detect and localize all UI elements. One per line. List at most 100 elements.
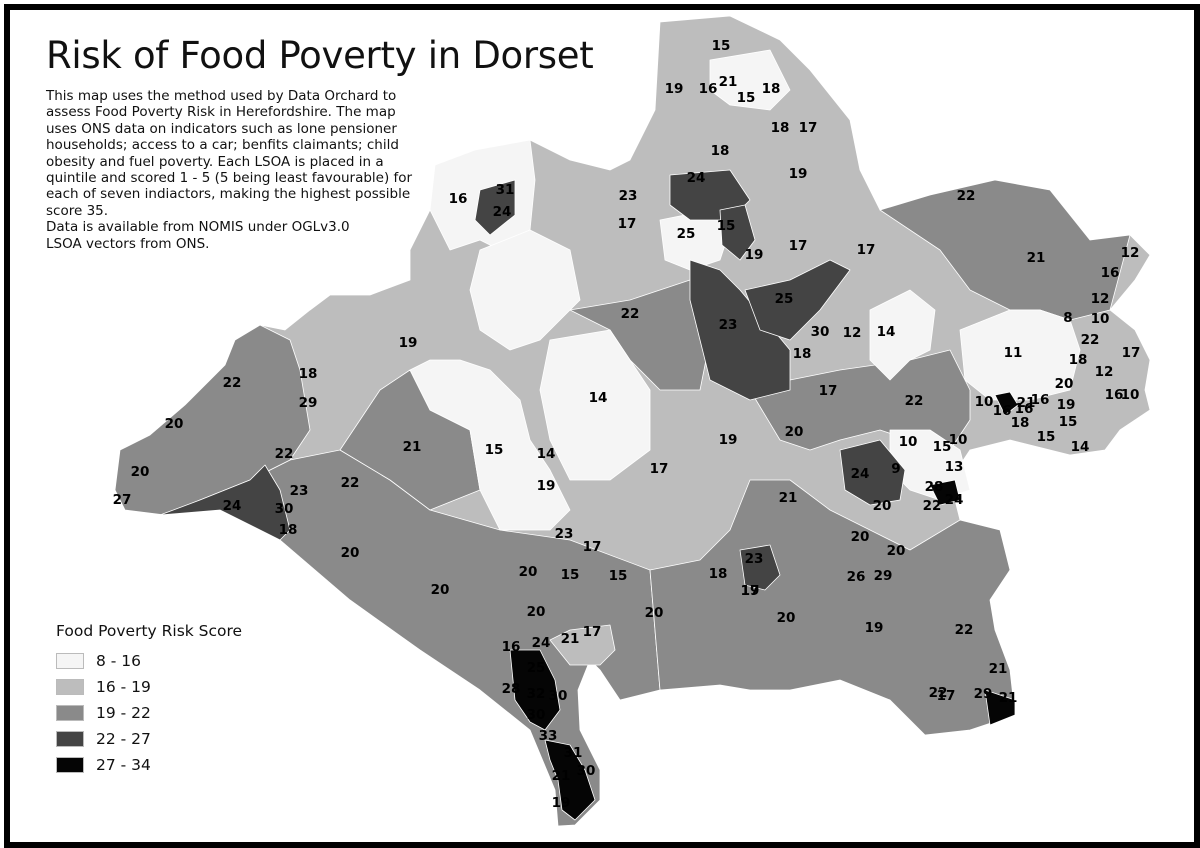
map-area-label: 16 xyxy=(502,639,521,655)
map-area-label: 28 xyxy=(502,681,521,697)
map-area-label: 20 xyxy=(431,582,450,598)
map-area-label: 16 xyxy=(1101,265,1120,281)
map-area-label: 26 xyxy=(847,569,866,585)
map-area-label: 23 xyxy=(745,551,764,567)
legend-swatch xyxy=(56,679,84,695)
map-area-label: 31 xyxy=(496,182,515,198)
map-area-label: 18 xyxy=(1011,415,1030,431)
map-area-label: 21 xyxy=(989,661,1008,677)
map-area-label: 31 xyxy=(564,745,583,761)
map-area-label: 20 xyxy=(519,564,538,580)
map-area-label: 19 xyxy=(789,166,808,182)
map-area-label: 14 xyxy=(877,324,896,340)
map-area-label: 16 xyxy=(1031,392,1050,408)
map-area-label: 29 xyxy=(974,686,993,702)
description-line: quintile and scored 1 - 5 (5 being least… xyxy=(46,170,413,187)
map-area-label: 21 xyxy=(999,690,1018,706)
map-area-label: 20 xyxy=(341,545,360,561)
map-area-label: 20 xyxy=(851,529,870,545)
legend-item: 19 - 22 xyxy=(56,700,242,726)
map-area-label: 23 xyxy=(719,317,738,333)
legend-label: 27 - 34 xyxy=(96,756,151,774)
map-area-label: 12 xyxy=(843,325,862,341)
map-area-label: 19 xyxy=(741,583,760,599)
map-area-label: 24 xyxy=(493,204,512,220)
map-area-label: 27 xyxy=(113,492,132,508)
map-base xyxy=(114,15,1151,827)
description-line: assess Food Poverty Risk in Herefordshir… xyxy=(46,104,396,121)
legend-label: 16 - 19 xyxy=(96,678,151,696)
map-area-label: 20 xyxy=(887,543,906,559)
map-area-label: 19 xyxy=(1057,397,1076,413)
map-area-label: 22 xyxy=(955,622,974,638)
map-area-label: 19 xyxy=(745,247,764,263)
map-area-label: 20 xyxy=(165,416,184,432)
description-line: households; access to a car; benfits cla… xyxy=(46,137,399,154)
map-area-label: 11 xyxy=(1004,345,1023,361)
page-title: Risk of Food Poverty in Dorset xyxy=(46,34,594,77)
legend-item: 16 - 19 xyxy=(56,674,242,700)
map-area-label: 30 xyxy=(527,707,546,723)
description-line: LSOA vectors from ONS. xyxy=(46,235,210,252)
map-area-label: 20 xyxy=(873,498,892,514)
map-area-label: 33 xyxy=(539,728,558,744)
map-area-label: 20 xyxy=(527,604,546,620)
map-area-label: 22 xyxy=(275,446,294,462)
map-area-label: 22 xyxy=(923,498,942,514)
map-area-label: 16 xyxy=(699,81,718,97)
legend-swatch xyxy=(56,653,84,669)
map-area-label: 19 xyxy=(865,620,884,636)
map-area-label: 22 xyxy=(223,375,242,391)
map-area-label: 23 xyxy=(290,483,309,499)
map-area-label: 10 xyxy=(1121,387,1140,403)
map-area-label: 23 xyxy=(555,526,574,542)
map-area-label: 19 xyxy=(399,335,418,351)
legend-item: 8 - 16 xyxy=(56,648,242,674)
map-area-label: 8 xyxy=(1063,310,1072,326)
map-area-label: 22 xyxy=(957,188,976,204)
map-area-label: 22 xyxy=(905,393,924,409)
map-area-label: 18 xyxy=(279,522,298,538)
legend-label: 8 - 16 xyxy=(96,652,142,670)
map-area-label: 19 xyxy=(665,81,684,97)
map-area-label: 15 xyxy=(1059,414,1078,430)
map-area-label: 18 xyxy=(762,81,781,97)
map-area-label: 17 xyxy=(799,120,818,136)
legend-swatch xyxy=(56,731,84,747)
description-line: Data is available from NOMIS under OGLv3… xyxy=(46,219,350,236)
map-area-label: 18 xyxy=(709,566,728,582)
map-area-label: 17 xyxy=(857,242,876,258)
map-area-label: 21 xyxy=(403,439,422,455)
legend-title: Food Poverty Risk Score xyxy=(56,622,243,640)
map-area-label: 29 xyxy=(299,395,318,411)
map-area-label: 12 xyxy=(1091,291,1110,307)
map-area-label: 10 xyxy=(975,394,994,410)
map-area-label: 17 xyxy=(583,539,602,555)
map-area-label: 17 xyxy=(650,461,669,477)
map-area-label: 15 xyxy=(712,38,731,54)
map-area-label: 15 xyxy=(609,568,628,584)
map-area-label: 12 xyxy=(1095,364,1114,380)
map-area-label: 18 xyxy=(793,346,812,362)
map-area-label: 18 xyxy=(711,143,730,159)
map-area-label: 21 xyxy=(719,74,738,90)
map-area-label: 30 xyxy=(811,324,830,340)
map-area-label: 17 xyxy=(741,583,760,599)
legend-swatch xyxy=(56,705,84,721)
map-area-label: 15 xyxy=(1037,429,1056,445)
map-area-label: 16 xyxy=(449,191,468,207)
map-area-label: 10 xyxy=(1091,311,1110,327)
map-area-label: 29 xyxy=(874,568,893,584)
map-area-label: 20 xyxy=(131,464,150,480)
map-area-label: 12 xyxy=(1121,245,1140,261)
map-area-label: 18 xyxy=(771,120,790,136)
map-area-label: 21 xyxy=(1027,250,1046,266)
description-line: score 35. xyxy=(46,202,109,219)
map-area-label: 21 xyxy=(561,631,580,647)
map-area-label: 32 xyxy=(527,686,546,702)
map-area-label: 15 xyxy=(737,90,756,106)
map-area-label: 24 xyxy=(945,492,964,508)
map-area-label: 17 xyxy=(937,688,956,704)
legend-item: 27 - 34 xyxy=(56,752,242,778)
